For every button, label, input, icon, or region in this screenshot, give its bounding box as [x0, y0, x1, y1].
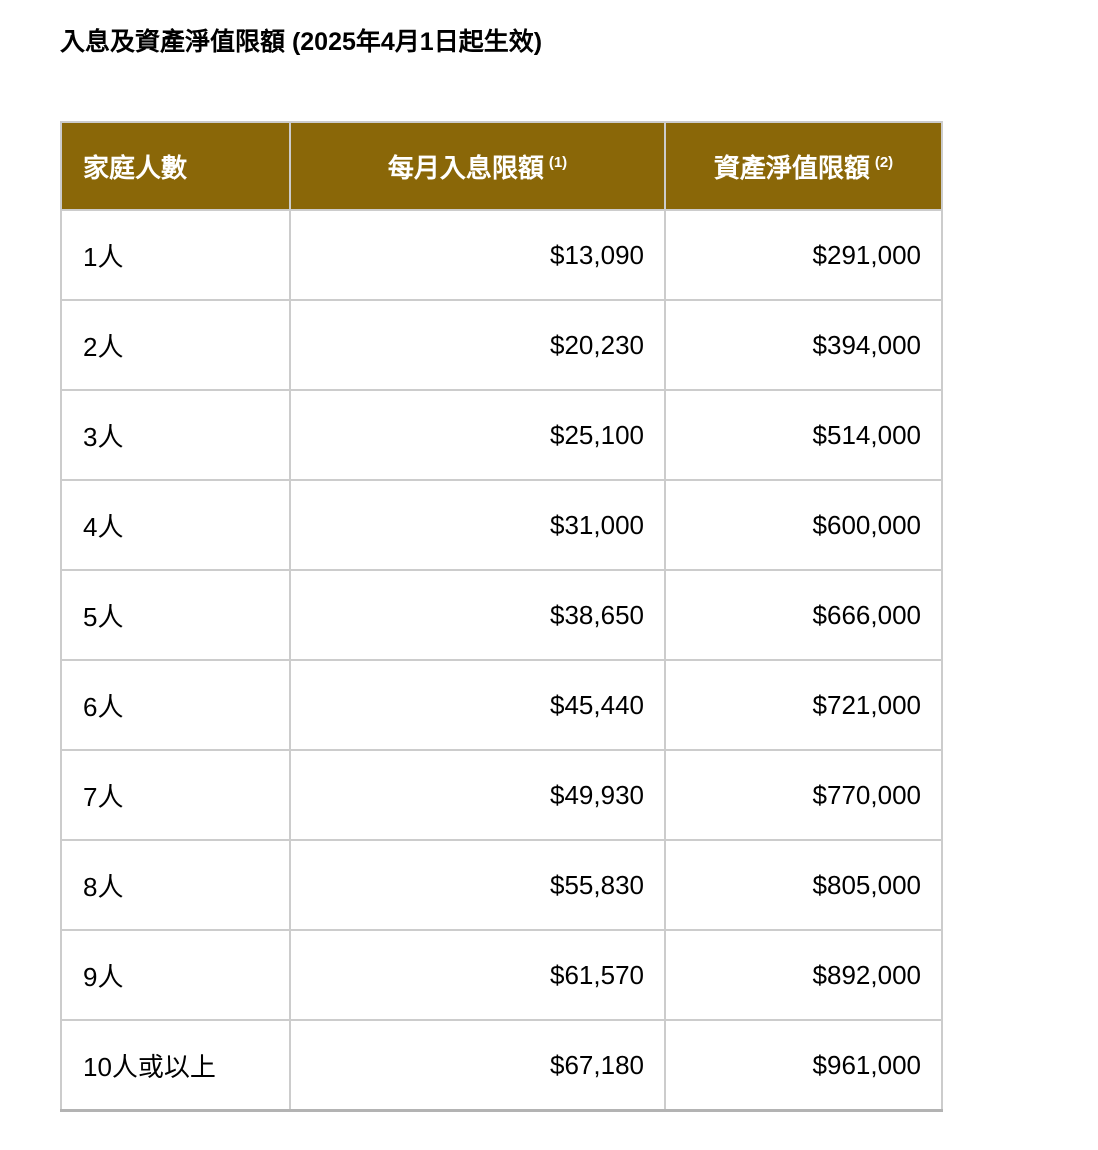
household-size-cell: 10人或以上	[60, 1019, 291, 1112]
income-limit-cell: $25,100	[289, 389, 666, 482]
asset-limit-cell: $666,000	[664, 569, 943, 662]
household-size-cell: 7人	[60, 749, 291, 842]
table-row: 4人 $31,000 $600,000	[60, 479, 943, 572]
column-header-label: 資產淨值限額	[713, 152, 870, 183]
asset-limit-cell: $600,000	[664, 479, 943, 572]
household-size-cell: 2人	[60, 299, 291, 392]
income-limit-cell: $61,570	[289, 929, 666, 1022]
column-header-household-size: 家庭人數	[60, 121, 291, 212]
asset-limit-cell: $514,000	[664, 389, 943, 482]
asset-limit-cell: $805,000	[664, 839, 943, 932]
table-row: 3人 $25,100 $514,000	[60, 389, 943, 482]
table-header: 家庭人數 每月入息限額 (1) 資產淨值限額 (2)	[60, 121, 943, 212]
income-limit-cell: $67,180	[289, 1019, 666, 1112]
income-limit-cell: $31,000	[289, 479, 666, 572]
asset-limit-cell: $721,000	[664, 659, 943, 752]
footnote-ref-2: (2)	[874, 153, 894, 171]
footnote-ref-1: (1)	[548, 153, 568, 171]
asset-limit-cell: $291,000	[664, 209, 943, 302]
income-limit-cell: $55,830	[289, 839, 666, 932]
column-header-net-asset-limit: 資產淨值限額 (2)	[664, 121, 943, 212]
income-limit-cell: $49,930	[289, 749, 666, 842]
table-row: 6人 $45,440 $721,000	[60, 659, 943, 752]
household-size-cell: 4人	[60, 479, 291, 572]
asset-limit-cell: $892,000	[664, 929, 943, 1022]
income-limit-cell: $45,440	[289, 659, 666, 752]
income-limit-cell: $38,650	[289, 569, 666, 662]
table-header-row: 家庭人數 每月入息限額 (1) 資產淨值限額 (2)	[60, 121, 943, 212]
table-row: 5人 $38,650 $666,000	[60, 569, 943, 662]
household-size-cell: 6人	[60, 659, 291, 752]
household-size-cell: 9人	[60, 929, 291, 1022]
income-asset-limits-table: 家庭人數 每月入息限額 (1) 資產淨值限額 (2) 1人 $13,090 $291,0…	[60, 121, 943, 1112]
household-size-cell: 5人	[60, 569, 291, 662]
table-row: 8人 $55,830 $805,000	[60, 839, 943, 932]
table-row: 9人 $61,570 $892,000	[60, 929, 943, 1022]
column-header-label: 每月入息限額	[387, 152, 544, 183]
column-header-monthly-income-limit: 每月入息限額 (1)	[289, 121, 666, 212]
table-body: 1人 $13,090 $291,000 2人 $20,230 $394,000 3人 $25,…	[60, 209, 943, 1112]
asset-limit-cell: $394,000	[664, 299, 943, 392]
page-title: 入息及資產淨值限額 (2025年4月1日起生效)	[60, 28, 543, 56]
table-row: 2人 $20,230 $394,000	[60, 299, 943, 392]
column-header-label: 家庭人數	[83, 152, 188, 183]
asset-limit-cell: $770,000	[664, 749, 943, 842]
table-row: 10人或以上 $67,180 $961,000	[60, 1019, 943, 1112]
household-size-cell: 8人	[60, 839, 291, 932]
asset-limit-cell: $961,000	[664, 1019, 943, 1112]
household-size-cell: 1人	[60, 209, 291, 302]
income-limit-cell: $20,230	[289, 299, 666, 392]
income-limit-cell: $13,090	[289, 209, 666, 302]
household-size-cell: 3人	[60, 389, 291, 482]
table-row: 7人 $49,930 $770,000	[60, 749, 943, 842]
table-row: 1人 $13,090 $291,000	[60, 209, 943, 302]
